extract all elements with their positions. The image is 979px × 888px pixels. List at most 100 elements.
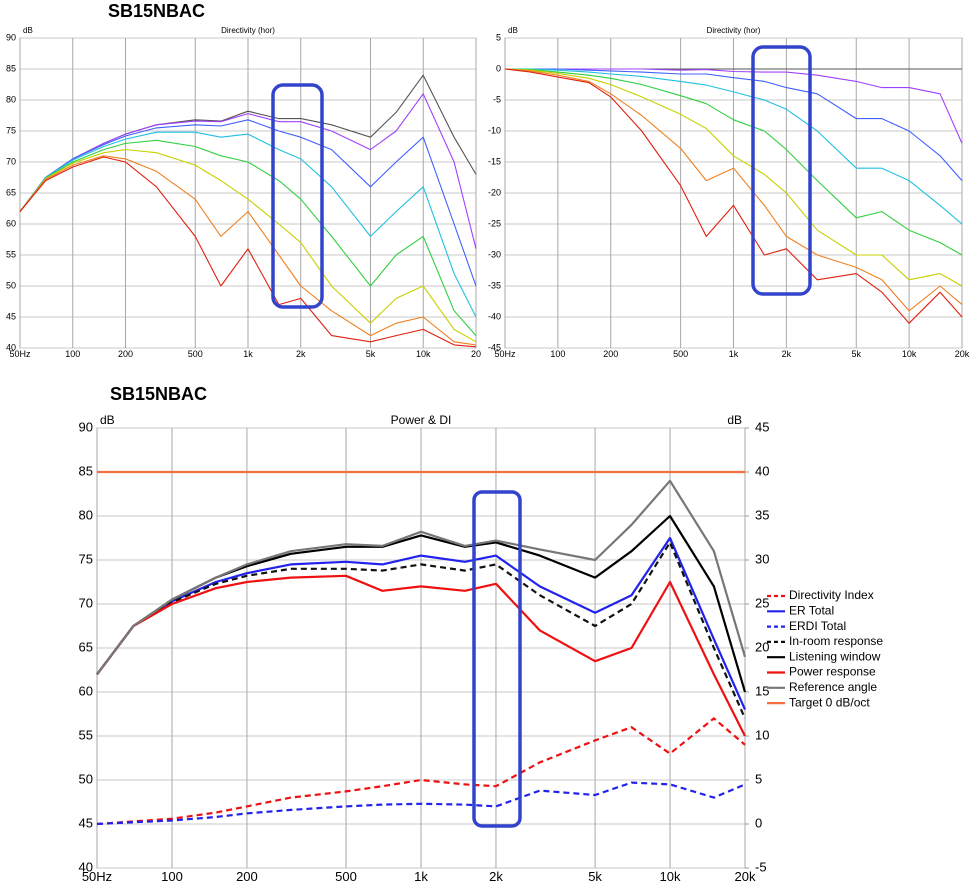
series-line	[505, 68, 963, 144]
y-tick-label: 60	[79, 683, 93, 698]
highlight-box	[472, 490, 522, 828]
y-tick-label: -15	[488, 156, 501, 166]
y2-tick-label: 5	[755, 771, 762, 786]
y-axis-label: dB	[23, 26, 33, 35]
series-line	[504, 68, 963, 256]
series-line	[19, 139, 477, 336]
y-tick-label: 75	[6, 125, 16, 135]
y-tick-label: 50	[79, 771, 93, 786]
series-line	[504, 68, 963, 312]
legend-label: Reference angle	[789, 680, 877, 694]
series-line	[504, 68, 963, 324]
x-tick-label: 100	[550, 349, 565, 359]
y-tick-label: 75	[79, 551, 93, 566]
legend-label: Target 0 dB/oct	[789, 695, 870, 709]
series-line	[96, 536, 747, 711]
x-tick-label: 10k	[902, 349, 917, 359]
x-tick-label: 10k	[416, 349, 431, 359]
x-tick-label: 50Hz	[494, 349, 516, 359]
y-tick-label: 50	[6, 280, 16, 290]
y2-axis-label: dB	[727, 413, 742, 427]
y-tick-label: 45	[79, 815, 93, 830]
y-tick-label: 85	[79, 463, 93, 478]
legend-label: Power response	[789, 665, 876, 679]
chart-heading: SB15NBAC	[110, 384, 207, 404]
x-tick-label: 2k	[782, 349, 792, 359]
x-tick-label: 500	[188, 349, 203, 359]
legend-label: Listening window	[789, 649, 881, 663]
series-line	[505, 68, 963, 225]
y-tick-label: 70	[6, 156, 16, 166]
series-line	[505, 68, 963, 181]
y-tick-label: -30	[488, 249, 501, 259]
y-tick-label: 55	[6, 249, 16, 259]
series-line	[19, 93, 477, 249]
x-tick-label: 1k	[414, 869, 428, 884]
series-line	[19, 149, 477, 343]
y-tick-label: 40	[79, 859, 93, 874]
x-tick-label: 10k	[660, 869, 681, 884]
y-tick-label: 5	[496, 32, 501, 42]
x-tick-label: 20k	[735, 869, 756, 884]
y-tick-label: 80	[6, 94, 16, 104]
y-tick-label: 40	[6, 342, 16, 352]
series-line	[19, 131, 477, 318]
x-tick-label: 100	[161, 869, 183, 884]
legend-label: ER Total	[789, 603, 834, 617]
legend-label: ERDI Total	[789, 619, 846, 633]
x-tick-label: 500	[335, 869, 357, 884]
y2-tick-label: 0	[755, 815, 762, 830]
x-tick-label: 1k	[729, 349, 739, 359]
y-tick-label: 90	[6, 32, 16, 42]
x-tick-label: 50Hz	[82, 869, 112, 884]
y2-tick-label: 15	[755, 683, 769, 698]
y-tick-label: 0	[496, 63, 501, 73]
y-tick-label: 65	[79, 639, 93, 654]
x-tick-label: 20k	[955, 349, 970, 359]
y2-tick-label: 20	[755, 639, 769, 654]
highlight-box	[271, 83, 324, 309]
y-tick-label: -25	[488, 218, 501, 228]
x-tick-label: 500	[673, 349, 688, 359]
series-line	[19, 156, 477, 348]
x-tick-label: 200	[236, 869, 258, 884]
y2-tick-label: 25	[755, 595, 769, 610]
y-axis-label: dB	[508, 26, 518, 35]
y2-tick-label: -5	[755, 859, 767, 874]
y-axis-label: dB	[100, 413, 115, 427]
y-tick-label: 55	[79, 727, 93, 742]
highlight-box	[751, 45, 812, 296]
y-tick-label: 90	[79, 419, 93, 434]
x-tick-label: 1k	[243, 349, 253, 359]
y-tick-label: -40	[488, 311, 501, 321]
x-tick-label: 200	[118, 349, 133, 359]
y-tick-label: 85	[6, 63, 16, 73]
series-line	[19, 119, 477, 287]
x-tick-label: 200	[603, 349, 618, 359]
y-tick-label: 60	[6, 218, 16, 228]
x-tick-label: 20	[471, 349, 481, 359]
y-tick-label: -10	[488, 125, 501, 135]
y-tick-label: 70	[79, 595, 93, 610]
x-tick-label: 5k	[852, 349, 862, 359]
x-tick-label: 100	[65, 349, 80, 359]
series-line	[19, 155, 477, 346]
y2-tick-label: 10	[755, 727, 769, 742]
y-tick-label: -20	[488, 187, 501, 197]
series-line	[504, 68, 963, 287]
y-tick-label: -5	[493, 94, 501, 104]
series-line	[96, 574, 746, 737]
series-line	[96, 541, 747, 719]
chart-title: Directivity (hor)	[221, 26, 275, 35]
chart-title: Directivity (hor)	[707, 26, 761, 35]
series-line	[96, 781, 746, 826]
series-line	[96, 717, 746, 826]
y-tick-label: -45	[488, 342, 501, 352]
y2-tick-label: 40	[755, 463, 769, 478]
series-line	[96, 479, 747, 676]
legend-label: Directivity Index	[789, 588, 874, 602]
y-tick-label: 80	[79, 507, 93, 522]
x-tick-label: 2k	[296, 349, 306, 359]
y-tick-label: 45	[6, 311, 16, 321]
